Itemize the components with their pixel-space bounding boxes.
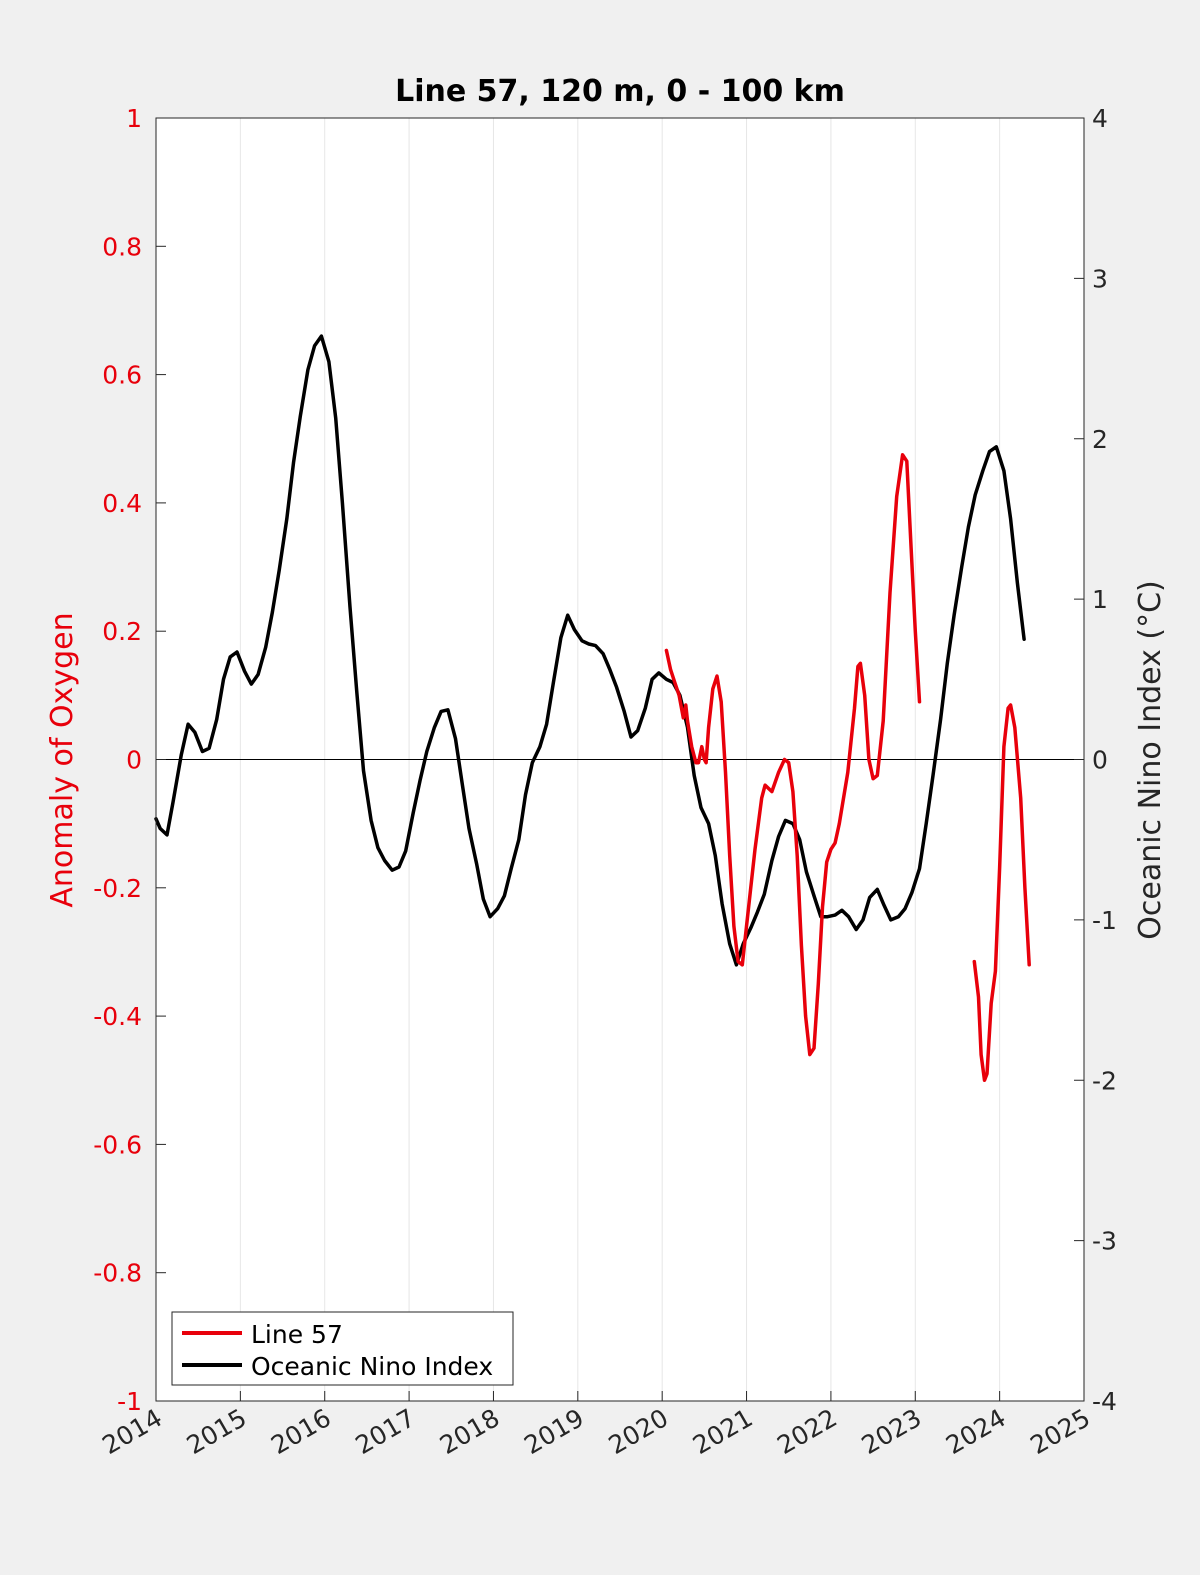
legend-box (171, 1311, 514, 1386)
y-right-tick-label: -1 (1092, 906, 1117, 935)
y-left-tick-label: 0.6 (102, 361, 142, 390)
legend: Line 57 Oceanic Nino Index (171, 1311, 514, 1386)
y-left-tick-label: 0.4 (102, 489, 142, 518)
x-tick-label: 2016 (266, 1403, 336, 1460)
x-tick-label: 2023 (857, 1403, 927, 1460)
oni-series-line (154, 334, 1026, 967)
y-right-tick-label: 3 (1092, 264, 1108, 293)
y-left-tick-label: 0.8 (102, 232, 142, 261)
right-axis: -4 -3 -2 -1 0 1 2 3 4 (1074, 104, 1117, 1416)
x-tick-label: 2022 (772, 1403, 842, 1460)
line57-series-line (972, 703, 1031, 1083)
y-left-tick-label: -0.4 (93, 1002, 142, 1031)
y-left-tick-label: 1 (126, 104, 142, 133)
line57-series-line (664, 453, 922, 1057)
x-tick-label: 2017 (350, 1403, 420, 1460)
y-left-tick-label: -0.8 (93, 1259, 142, 1288)
x-tick-label: 2020 (604, 1403, 674, 1460)
y-left-tick-label: -0.2 (93, 874, 142, 903)
x-tick-label: 2019 (519, 1403, 589, 1460)
legend-label-oni: Oceanic Nino Index (251, 1352, 493, 1381)
y-left-tick-label: -0.6 (93, 1130, 142, 1159)
y-left-tick-label: 0.2 (102, 617, 142, 646)
x-tick-label: 2025 (1025, 1403, 1095, 1460)
y-right-tick-label: 1 (1092, 585, 1108, 614)
x-tick-label: 2018 (435, 1403, 505, 1460)
left-axis: -1 -0.8 -0.6 -0.4 -0.2 0 0.2 0.4 0.6 0.8 1 (93, 104, 166, 1416)
y-right-tick-label: 4 (1092, 104, 1108, 133)
series-layer (154, 334, 1031, 1083)
x-tick-label: 2015 (182, 1403, 252, 1460)
y-right-tick-label: -2 (1092, 1066, 1117, 1095)
y-right-tick-label: 2 (1092, 425, 1108, 454)
y-right-tick-label: -3 (1092, 1227, 1117, 1256)
x-tick-label: 2021 (688, 1403, 758, 1460)
left-axis-label: Anomaly of Oxygen (45, 612, 80, 907)
y-right-tick-label: 0 (1092, 746, 1108, 775)
y-left-tick-label: 0 (126, 746, 142, 775)
x-tick-label: 2024 (941, 1403, 1011, 1460)
y-left-tick-label: -1 (117, 1387, 142, 1416)
chart-title: Line 57, 120 m, 0 - 100 km (395, 74, 845, 109)
right-axis-label: Oceanic Nino Index (°C) (1133, 580, 1168, 940)
y-right-tick-label: -4 (1092, 1387, 1117, 1416)
legend-label-line57: Line 57 (251, 1320, 343, 1349)
